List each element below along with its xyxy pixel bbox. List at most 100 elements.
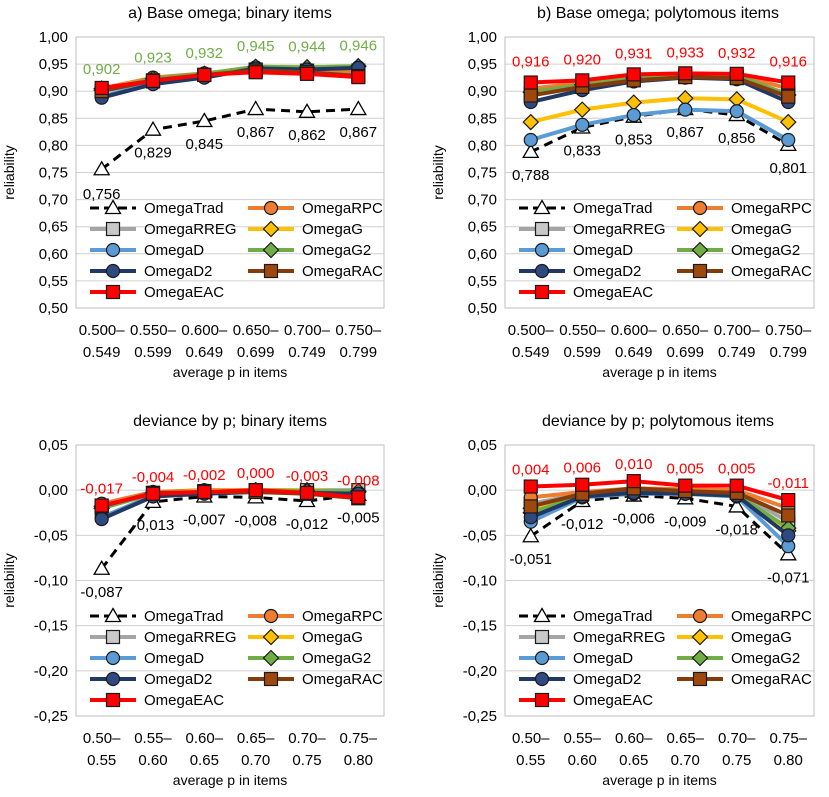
legend-label: OmegaRAC (731, 263, 812, 280)
x-tick-label: 0.65– (666, 730, 704, 747)
data-label: -0,012 (561, 516, 604, 533)
data-point (729, 104, 744, 119)
data-label: -0,013 (132, 517, 175, 534)
legend-marker (105, 671, 121, 687)
data-point (197, 484, 212, 500)
y-tick-label: -0,20 (463, 663, 497, 680)
data-point (523, 499, 538, 514)
y-axis-label: reliability (1, 553, 17, 607)
data-point (781, 132, 796, 148)
x-tick-label: 0.500– (508, 322, 555, 339)
legend-marker (263, 608, 279, 624)
data-point (625, 94, 643, 111)
x-tick-label: 0.599 (563, 344, 601, 361)
data-label: -0,006 (612, 511, 655, 528)
legend-label: OmegaD2 (573, 671, 641, 688)
data-label: 0,946 (340, 37, 378, 54)
chart-panel-b: b) Base omega; polytomous items 0,50 0,55 0… (430, 5, 815, 380)
data-label: -0,071 (767, 569, 810, 586)
data-point (94, 498, 109, 513)
x-tick-label: 0.80 (774, 752, 803, 769)
x-tick-label: 0.75 (722, 752, 751, 769)
legend-marker (105, 284, 121, 300)
data-point (781, 493, 796, 508)
data-point (248, 483, 263, 498)
series-line (530, 479, 789, 503)
y-tick-label: 0,55 (468, 273, 497, 290)
series-OmegaEAC (523, 474, 796, 508)
legend-marker (534, 650, 550, 666)
y-tick-label: 1,00 (468, 29, 497, 46)
legend-label: OmegaD (144, 650, 204, 667)
x-axis-label: average p in items (173, 364, 287, 380)
data-label: -0,018 (715, 521, 758, 538)
legend-label: OmegaTrad (573, 200, 652, 217)
legend-label: OmegaG2 (731, 650, 800, 667)
x-tick-label: 0.65 (190, 752, 219, 769)
y-tick-label: 0,70 (468, 192, 497, 209)
data-label: 0,004 (512, 462, 550, 479)
x-tick-label: 0.750– (765, 322, 812, 339)
y-tick-label: -0,25 (34, 708, 68, 725)
data-label: 0,920 (563, 51, 601, 68)
legend-marker (534, 242, 550, 258)
chart-title: b) Base omega; polytomous items (537, 5, 779, 22)
x-tick-label: 0.699 (666, 344, 704, 361)
x-tick-label: 0.75– (769, 730, 807, 747)
y-tick-label: 0,60 (39, 246, 68, 263)
plot-area (504, 36, 815, 309)
data-point (575, 117, 590, 132)
data-point (351, 490, 366, 505)
series-line (530, 96, 790, 125)
x-tick-label: 0.550– (559, 322, 606, 339)
x-axis-label: average p in items (602, 364, 716, 380)
legend-label: OmegaG (731, 629, 792, 646)
legend-marker (105, 650, 121, 666)
legend-marker (691, 241, 709, 259)
x-tick-label: 0.55– (563, 730, 601, 747)
data-point (145, 73, 161, 89)
data-point (522, 143, 540, 159)
data-point (94, 511, 109, 527)
data-point (779, 545, 797, 561)
data-label: -0,009 (664, 513, 707, 530)
data-label: -0,008 (234, 512, 277, 529)
x-tick-label: 0.799 (769, 344, 807, 361)
legend-label: OmegaEAC (144, 284, 224, 301)
y-tick-label: -0,05 (463, 527, 497, 544)
data-point (573, 101, 591, 118)
legend-marker (534, 629, 550, 645)
y-tick-label: 0,65 (468, 219, 497, 236)
series-OmegaEAC (94, 65, 366, 96)
data-point (298, 102, 316, 118)
legend-marker (534, 221, 550, 237)
data-point (93, 160, 111, 176)
y-tick-label: -0,20 (34, 663, 68, 680)
y-tick-label: 0,50 (39, 300, 68, 317)
x-tick-label: 0.80 (344, 752, 373, 769)
chart-title: a) Base omega; binary items (128, 5, 332, 22)
x-tick-label: 0.749 (288, 344, 326, 361)
data-point (575, 477, 590, 492)
legend-label: OmegaD2 (144, 671, 212, 688)
legend-marker (534, 692, 550, 708)
legend-label: OmegaG2 (302, 650, 371, 667)
y-tick-label: 0,75 (468, 165, 497, 182)
legend: OmegaTrad OmegaRPC OmegaRREG OmegaG OmegaD Om… (90, 607, 383, 709)
y-tick-label: 0,90 (39, 83, 68, 100)
data-point (299, 485, 315, 500)
x-tick-label: 0.750– (335, 322, 382, 339)
x-tick-label: 0.600– (611, 322, 658, 339)
data-point (94, 80, 109, 96)
data-label: 0,867 (237, 124, 275, 141)
legend-marker (534, 284, 550, 300)
chart-title: deviance by p; polytomous items (542, 413, 774, 430)
data-point (247, 100, 265, 116)
legend-marker (533, 607, 551, 623)
data-label: 0,933 (666, 44, 704, 61)
legend-label: OmegaG2 (731, 242, 800, 259)
data-point (195, 112, 213, 128)
y-tick-label: 0,80 (468, 137, 497, 154)
y-tick-label: 0,90 (468, 83, 497, 100)
